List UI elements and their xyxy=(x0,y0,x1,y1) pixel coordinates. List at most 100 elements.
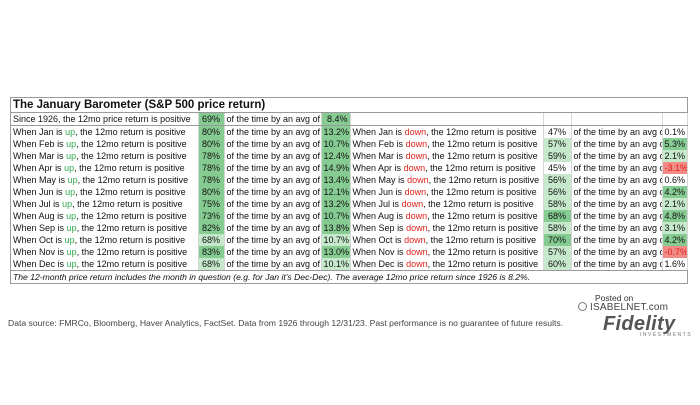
month-label: Jul xyxy=(378,199,391,209)
up-pct-feb: 80% xyxy=(198,138,225,150)
month-row-oct: When Oct is up, the 12mo return is posit… xyxy=(11,234,688,246)
up-avg-sep: 13.8% xyxy=(321,222,351,234)
down-avg-dec: 1.6% xyxy=(662,258,688,270)
down-word: down xyxy=(405,211,428,221)
up-pct-aug: 73% xyxy=(198,210,225,222)
summary-mid: of the time by an avg of xyxy=(224,113,322,126)
up-description-jun: When Jun is up, the 12mo return is posit… xyxy=(11,186,199,198)
return-text: , the 12mo return is positive xyxy=(74,235,186,245)
up-avg-text: of the time by an avg of xyxy=(224,234,322,246)
up-pct-dec: 68% xyxy=(198,258,225,270)
down-description-nov: When Nov is down, the 12mo return is pos… xyxy=(349,246,544,258)
up-avg-text: of the time by an avg of xyxy=(224,246,322,258)
up-word: up xyxy=(64,235,75,245)
month-label: Feb xyxy=(39,139,55,149)
when-label: When xyxy=(352,259,377,269)
watermark: ISABELNET.com xyxy=(578,302,668,313)
when-label: When xyxy=(13,259,37,269)
return-text: , the 12mo return is positive xyxy=(75,127,186,137)
up-avg-text: of the time by an avg of xyxy=(224,258,322,270)
down-avg-sep: 3.1% xyxy=(662,222,688,234)
month-label: Apr xyxy=(378,163,393,173)
down-avg-text: of the time by an avg of xyxy=(571,210,663,222)
is-label: is xyxy=(55,235,63,245)
when-label: When xyxy=(352,235,377,245)
down-avg-may: 0.6% xyxy=(662,174,688,186)
source-note: Data source: FMRCo, Bloomberg, Haver Ana… xyxy=(8,318,564,328)
when-label: When xyxy=(352,151,377,161)
down-word: down xyxy=(401,199,424,209)
up-word: up xyxy=(66,211,77,221)
is-label: is xyxy=(58,175,66,185)
return-text: , the 12mo return is positive xyxy=(72,199,183,209)
up-description-jan: When Jan is up, the 12mo return is posit… xyxy=(11,125,199,138)
up-description-jul: When Jul is up, the 12mo return is posit… xyxy=(11,198,199,210)
down-avg-text: of the time by an avg of xyxy=(571,234,663,246)
up-word: up xyxy=(66,259,77,269)
month-label: Jan xyxy=(378,127,394,137)
down-avg-oct: 4.2% xyxy=(662,234,688,246)
down-description-oct: When Oct is down, the 12mo return is pos… xyxy=(349,234,544,246)
is-label: is xyxy=(57,211,64,221)
down-description-dec: When Dec is down, the 12mo return is pos… xyxy=(349,258,544,270)
up-avg-text: of the time by an avg of xyxy=(224,150,322,162)
up-description-may: When May is up, the 12mo return is posit… xyxy=(11,174,199,186)
down-pct-sep: 58% xyxy=(543,222,572,234)
month-row-may: When May is up, the 12mo return is posit… xyxy=(11,174,688,186)
when-label: When xyxy=(13,199,37,209)
up-avg-jan: 13.2% xyxy=(321,125,351,138)
is-label: is xyxy=(55,163,62,173)
when-label: When xyxy=(13,247,37,257)
up-description-apr: When Apr is up, the 12mo return is posit… xyxy=(11,162,199,174)
up-avg-text: of the time by an avg of xyxy=(224,125,322,138)
up-word: up xyxy=(62,199,73,209)
is-label: is xyxy=(53,199,60,209)
return-text: , the 12mo return is positive xyxy=(425,163,536,173)
up-pct-jul: 75% xyxy=(198,198,225,210)
month-row-jan: When Jan is up, the 12mo return is posit… xyxy=(11,125,688,138)
is-label: is xyxy=(57,139,64,149)
is-label: is xyxy=(57,223,65,233)
when-label: When xyxy=(13,223,37,233)
down-description-jan: When Jan is down, the 12mo return is pos… xyxy=(349,125,544,138)
month-label: Aug xyxy=(378,211,395,221)
down-pct-aug: 68% xyxy=(543,210,572,222)
down-avg-text: of the time by an avg of xyxy=(571,258,663,270)
summary-pct: 69% xyxy=(198,113,225,126)
down-pct-jan: 47% xyxy=(543,125,572,138)
up-avg-jul: 13.2% xyxy=(321,198,351,210)
up-avg-text: of the time by an avg of xyxy=(224,210,322,222)
month-label: Mar xyxy=(39,151,55,161)
up-word: up xyxy=(65,187,76,197)
down-word: down xyxy=(406,259,428,269)
month-label: Jun xyxy=(39,187,54,197)
summary-avg: 8.4% xyxy=(321,113,351,126)
month-label: Feb xyxy=(378,139,395,149)
month-label: Jun xyxy=(378,187,394,197)
is-label: is xyxy=(397,247,404,257)
up-avg-mar: 12.4% xyxy=(321,150,351,162)
barometer-table: Since 1926, the 12mo price return is pos… xyxy=(11,113,688,270)
down-description-apr: When Apr is down, the 12mo return is pos… xyxy=(349,162,544,174)
when-label: When xyxy=(13,187,37,197)
is-label: is xyxy=(57,151,64,161)
return-text: , the 12mo return is positive xyxy=(77,175,189,185)
when-label: When xyxy=(352,139,377,149)
down-pct-jun: 56% xyxy=(543,186,572,198)
up-word: up xyxy=(64,163,75,173)
up-avg-jun: 12.1% xyxy=(321,186,351,198)
down-avg-jan: 0.1% xyxy=(662,125,688,138)
when-label: When xyxy=(352,187,377,197)
up-pct-apr: 78% xyxy=(198,162,225,174)
up-avg-text: of the time by an avg of xyxy=(224,198,322,210)
return-text: , the 12mo return is positive xyxy=(74,163,185,173)
is-label: is xyxy=(396,139,404,149)
return-text: , the 12mo return is positive xyxy=(426,127,537,137)
return-text: , the 12mo return is positive xyxy=(426,187,537,197)
down-avg-text: of the time by an avg of xyxy=(571,138,663,150)
watermark-text: ISABELNET.com xyxy=(590,302,669,313)
down-word: down xyxy=(405,139,428,149)
down-pct-apr: 45% xyxy=(543,162,572,174)
when-label: When xyxy=(352,211,377,221)
up-description-feb: When Feb is up, the 12mo return is posit… xyxy=(11,138,199,150)
